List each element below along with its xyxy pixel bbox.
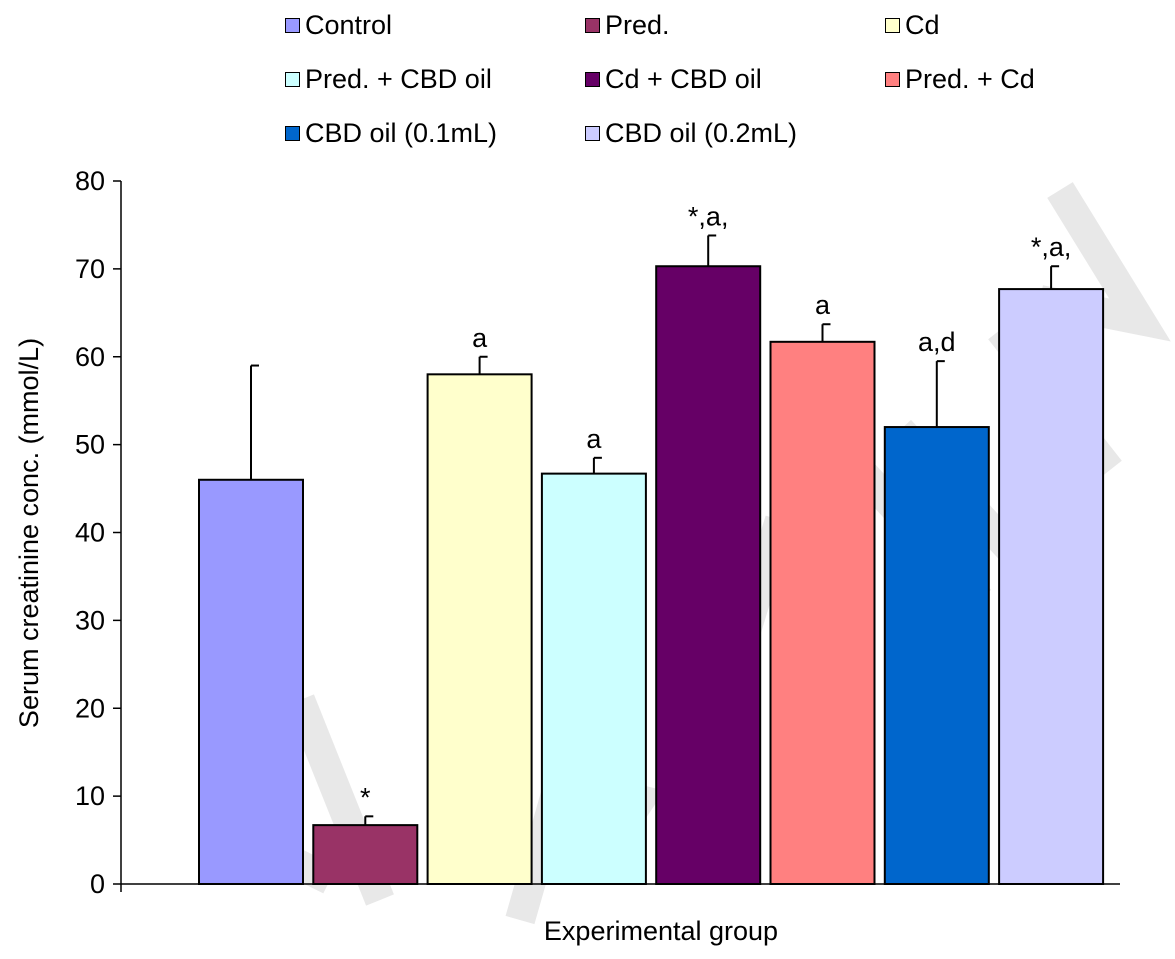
bar-1 <box>198 478 304 885</box>
legend: Control Pred. Cd Pred. + CBD oil Cd + CB… <box>0 0 1175 170</box>
y-tick-label: 40 <box>75 518 105 548</box>
legend-label: Pred. + CBD oil <box>305 64 492 94</box>
legend-label: CBD oil (0.2mL) <box>605 118 798 148</box>
significance-label: a,d <box>918 327 956 357</box>
plot-area: 0 10 20 30 40 50 60 70 80 * a a *,a, a a,d *,a, <box>75 166 1120 899</box>
significance-label: a <box>586 424 602 454</box>
bar-2 <box>312 824 419 886</box>
bar-6 <box>769 340 876 885</box>
significance-label: *,a, <box>1031 232 1072 262</box>
legend-item-pred-cd: Pred. + Cd <box>885 64 1035 95</box>
y-tick-label: 50 <box>75 430 105 460</box>
legend-item-cbd-01: CBD oil (0.1mL) <box>285 118 497 149</box>
x-axis-label: Experimental group <box>544 916 778 946</box>
y-axis-label: Serum creatinine conc. (mmol/L) <box>14 338 44 728</box>
legend-item-cd: Cd <box>885 10 940 41</box>
legend-swatch <box>585 18 600 33</box>
bars: * a a *,a, a a,d *,a, <box>198 201 1105 886</box>
y-tick-label: 80 <box>75 166 105 196</box>
significance-label: a <box>815 290 831 320</box>
y-tick-label: 0 <box>90 869 105 899</box>
legend-label: Pred. <box>605 10 670 40</box>
y-tick-label: 70 <box>75 254 105 284</box>
legend-label: CBD oil (0.1mL) <box>305 118 498 148</box>
bar-4 <box>540 472 647 885</box>
legend-label: Cd <box>905 10 940 40</box>
bar-7 <box>883 426 990 885</box>
legend-swatch <box>885 18 900 33</box>
bar-8 <box>998 288 1105 885</box>
y-tick-label: 30 <box>75 605 105 635</box>
y-tick-label: 20 <box>75 693 105 723</box>
legend-swatch <box>585 126 600 141</box>
y-ticks: 0 10 20 30 40 50 60 70 80 <box>75 166 122 899</box>
legend-label: Control <box>305 10 393 40</box>
legend-swatch <box>285 126 300 141</box>
legend-item-pred: Pred. <box>585 10 670 41</box>
significance-label: *,a, <box>688 201 729 231</box>
legend-item-pred-cbd: Pred. + CBD oil <box>285 64 492 95</box>
significance-label: a <box>472 323 488 353</box>
legend-swatch <box>885 72 900 87</box>
legend-item-cd-cbd: Cd + CBD oil <box>585 64 762 95</box>
y-tick-label: 60 <box>75 342 105 372</box>
legend-label: Pred. + Cd <box>905 64 1035 94</box>
significance-label: * <box>360 782 371 812</box>
bar-5 <box>655 265 762 885</box>
legend-swatch <box>285 72 300 87</box>
legend-label: Cd + CBD oil <box>605 64 762 94</box>
legend-swatch <box>285 18 300 33</box>
legend-item-control: Control <box>285 10 392 41</box>
legend-swatch <box>585 72 600 87</box>
legend-item-cbd-02: CBD oil (0.2mL) <box>585 118 797 149</box>
bar-3 <box>426 373 533 885</box>
y-tick-label: 10 <box>75 781 105 811</box>
